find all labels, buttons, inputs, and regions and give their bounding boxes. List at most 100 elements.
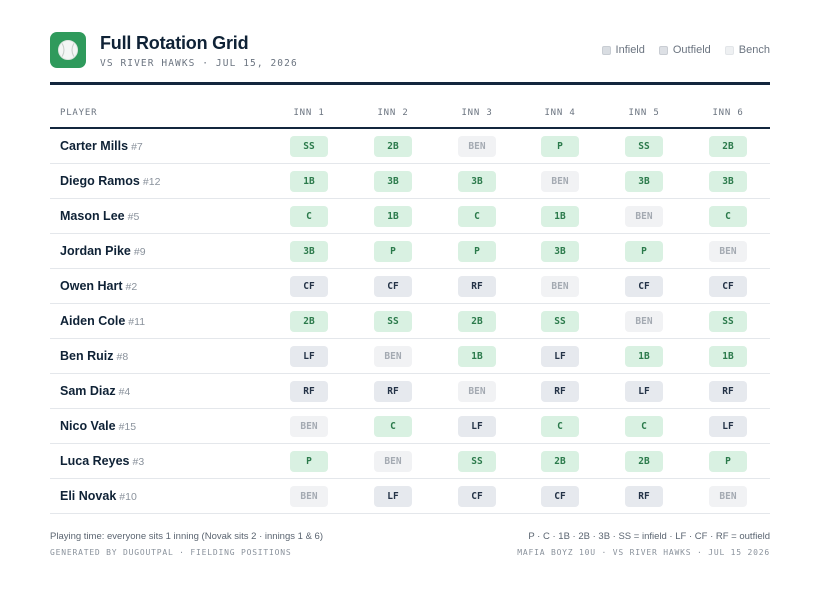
player-name-text: Luca Reyes <box>60 454 130 468</box>
position-badge: P <box>458 241 496 262</box>
inning-column-header: INN 5 <box>628 108 660 118</box>
legend-label: Outfield <box>672 44 711 56</box>
position-badge: C <box>458 206 496 227</box>
position-badge: C <box>541 416 579 437</box>
position-badge: RF <box>374 381 412 402</box>
inning-column-header: INN 4 <box>544 108 576 118</box>
position-badge: RF <box>709 381 747 402</box>
position-badge: 1B <box>458 346 496 367</box>
position-badge: BEN <box>625 311 663 332</box>
table-row: Mason Lee #5 C 1B C 1B BEN C <box>50 199 770 234</box>
player-name-text: Nico Vale <box>60 419 116 433</box>
baseball-icon <box>50 32 86 68</box>
position-badge: CF <box>709 276 747 297</box>
player-number: #5 <box>127 211 140 223</box>
player-name: Sam Diaz #4 <box>60 384 130 398</box>
legend-label: Bench <box>738 44 770 56</box>
player-number: #8 <box>116 351 129 363</box>
player-name: Mason Lee #5 <box>60 209 139 223</box>
position-badge: BEN <box>709 486 747 507</box>
position-badge: BEN <box>374 346 412 367</box>
position-badge: 2B <box>625 451 663 472</box>
header: Full Rotation Grid VS RIVER HAWKS · JUL … <box>50 32 770 72</box>
player-name: Aiden Cole #11 <box>60 314 145 328</box>
position-badge: LF <box>458 416 496 437</box>
table-row: Nico Vale #15 BEN C LF C C LF <box>50 409 770 444</box>
position-badge: P <box>374 241 412 262</box>
position-badge: BEN <box>290 486 328 507</box>
player-name-text: Diego Ramos <box>60 174 140 188</box>
position-badge: 3B <box>541 241 579 262</box>
position-badge: RF <box>458 276 496 297</box>
player-name: Nico Vale #15 <box>60 419 136 433</box>
player-name-text: Aiden Cole <box>60 314 126 328</box>
position-badge: 2B <box>458 311 496 332</box>
table-row: Ben Ruiz #8 LF BEN 1B LF 1B 1B <box>50 339 770 374</box>
position-badge: 3B <box>374 171 412 192</box>
player-column-header: PLAYER <box>60 108 98 118</box>
table-row: Carter Mills #7 SS 2B BEN P SS 2B <box>50 129 770 164</box>
player-name: Diego Ramos #12 <box>60 174 160 188</box>
inning-column-header: INN 6 <box>712 108 744 118</box>
position-badge: BEN <box>458 381 496 402</box>
player-number: #4 <box>118 386 131 398</box>
player-name-text: Owen Hart <box>60 279 123 293</box>
position-badge: C <box>625 416 663 437</box>
inning-column-header: INN 2 <box>377 108 409 118</box>
position-badge: C <box>709 206 747 227</box>
position-badge: 1B <box>541 206 579 227</box>
table-header: PLAYER INN 1 INN 2 INN 3 INN 4 INN 5 INN… <box>50 104 770 128</box>
position-badge: CF <box>290 276 328 297</box>
position-badge: BEN <box>709 241 747 262</box>
page-title: Full Rotation Grid <box>100 33 249 53</box>
position-badge: 3B <box>290 241 328 262</box>
position-badge: BEN <box>541 276 579 297</box>
player-number: #2 <box>125 281 138 293</box>
bench-swatch <box>724 45 734 55</box>
table-header-divider <box>50 127 770 129</box>
player-name: Luca Reyes #3 <box>60 454 144 468</box>
position-badge: SS <box>709 311 747 332</box>
table-row: Aiden Cole #11 2B SS 2B SS BEN SS <box>50 304 770 339</box>
table-row: Eli Novak #10 BEN LF CF CF RF BEN <box>50 479 770 514</box>
position-badge: 2B <box>709 136 747 157</box>
player-name-text: Ben Ruiz <box>60 349 114 363</box>
position-badge: P <box>290 451 328 472</box>
player-number: #12 <box>142 176 161 188</box>
position-badge: BEN <box>541 171 579 192</box>
legend-item-infield: Infield <box>601 44 645 56</box>
position-badge: P <box>625 241 663 262</box>
position-badge: 3B <box>625 171 663 192</box>
table-row: Jordan Pike #9 3B P P 3B P BEN <box>50 234 770 269</box>
legend-label: Infield <box>615 44 645 56</box>
position-badge: 3B <box>458 171 496 192</box>
inning-column-header: INN 3 <box>461 108 493 118</box>
legend-item-outfield: Outfield <box>658 44 711 56</box>
player-name: Carter Mills #7 <box>60 139 143 153</box>
legend: Infield Outfield Bench <box>601 44 770 56</box>
position-badge: SS <box>290 136 328 157</box>
position-badge: LF <box>290 346 328 367</box>
position-badge: BEN <box>374 451 412 472</box>
position-badge: 2B <box>374 136 412 157</box>
position-badge: CF <box>625 276 663 297</box>
outfield-swatch <box>658 45 668 55</box>
player-name-text: Sam Diaz <box>60 384 116 398</box>
position-badge: SS <box>374 311 412 332</box>
player-number: #3 <box>132 456 145 468</box>
player-number: #9 <box>133 246 146 258</box>
team-line: MAFIA BOYZ 10U · VS RIVER HAWKS · JUL 15… <box>517 548 770 557</box>
position-badge: BEN <box>458 136 496 157</box>
position-badge: CF <box>374 276 412 297</box>
position-badge: CF <box>541 486 579 507</box>
position-badge: LF <box>374 486 412 507</box>
table-row: Diego Ramos #12 1B 3B 3B BEN 3B 3B <box>50 164 770 199</box>
player-name-text: Mason Lee <box>60 209 125 223</box>
table-row: Owen Hart #2 CF CF RF BEN CF CF <box>50 269 770 304</box>
position-badge: RF <box>625 486 663 507</box>
player-number: #7 <box>131 141 143 153</box>
position-badge: 2B <box>290 311 328 332</box>
player-name-text: Jordan Pike <box>60 244 131 258</box>
position-badge: SS <box>458 451 496 472</box>
position-badge: 1B <box>374 206 412 227</box>
